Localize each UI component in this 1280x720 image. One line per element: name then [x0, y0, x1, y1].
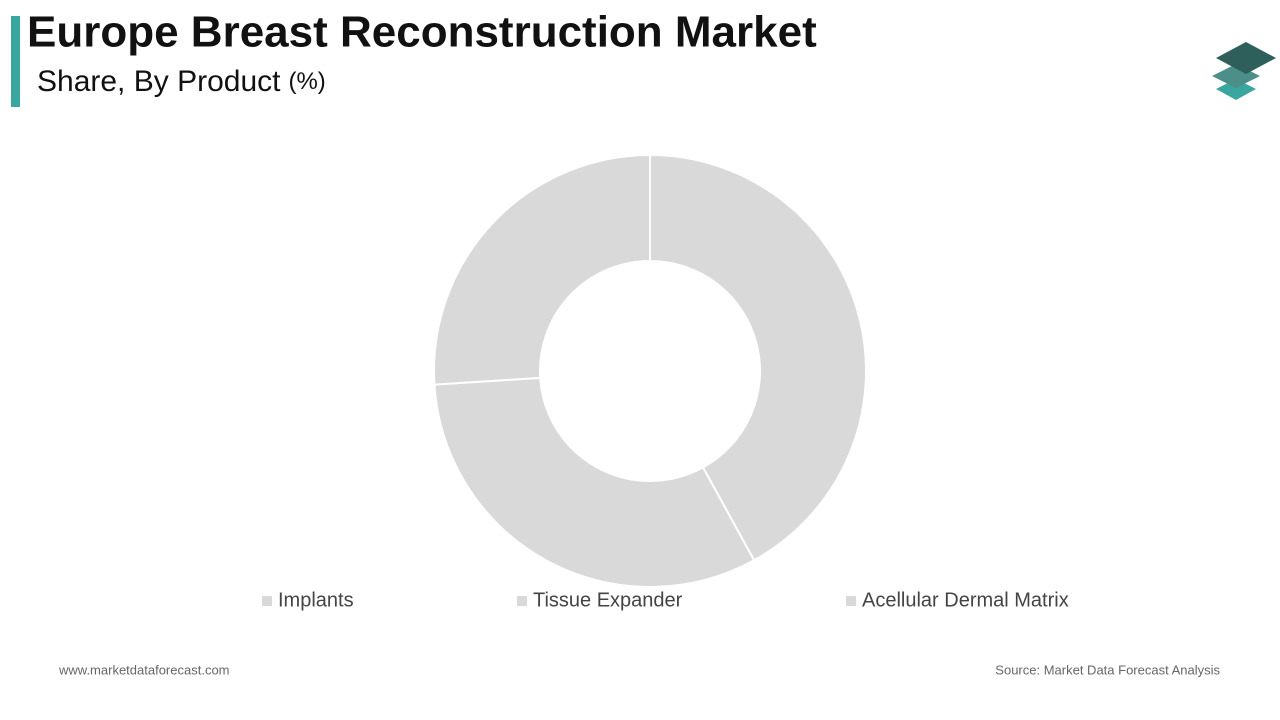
- chart-title: Europe Breast Reconstruction Market: [27, 8, 817, 57]
- donut-slice: [433, 376, 756, 588]
- subtitle-text: Share, By Product: [37, 65, 281, 98]
- legend-swatch: [517, 596, 527, 606]
- footer-website: www.marketdataforecast.com: [58, 662, 230, 677]
- legend-swatch: [262, 596, 272, 606]
- logo: [1212, 42, 1276, 100]
- legend-label: Tissue Expander: [533, 589, 683, 611]
- legend-label: Implants: [278, 589, 354, 611]
- title-accent: [11, 16, 20, 107]
- chart-subtitle: Share, By Product (%): [37, 65, 326, 98]
- legend-label: Acellular Dermal Matrix: [862, 589, 1069, 611]
- subtitle-unit: (%): [288, 68, 325, 95]
- donut-slice: [649, 153, 867, 562]
- footer-source: Source: Market Data Forecast Analysis: [995, 662, 1220, 677]
- donut-slice: [433, 153, 651, 386]
- legend-swatch: [846, 596, 856, 606]
